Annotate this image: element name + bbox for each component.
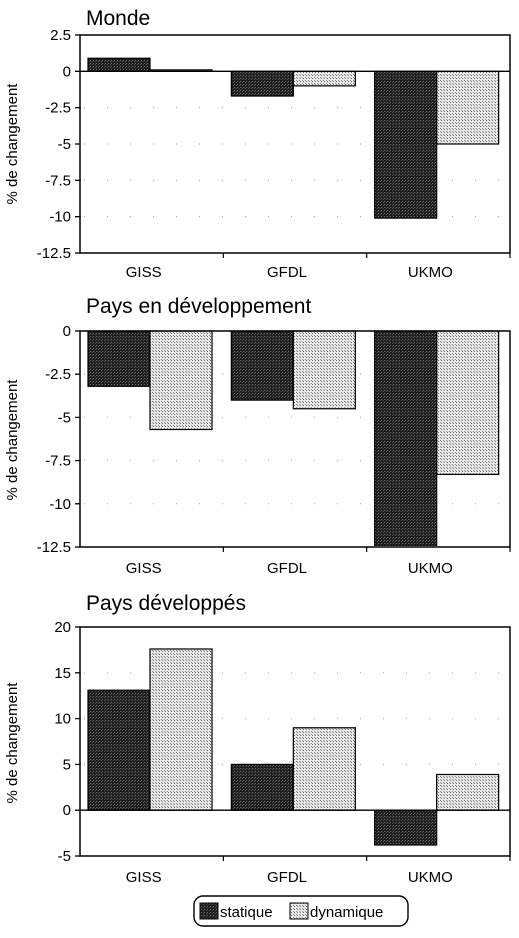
y-tick-label: 15 (54, 665, 71, 682)
x-category-label: GFDL (267, 264, 307, 281)
bar-statique-ukmo (374, 809, 438, 846)
chart-title: Pays développés (86, 592, 246, 615)
y-tick-label: 20 (54, 619, 71, 636)
bar-statique-ukmo (374, 70, 438, 219)
bar-statique-giss (87, 57, 151, 72)
chart-panel-2: Pays en développement % de changement 0 -2.… (4, 295, 511, 577)
chart-panel-1: Monde % de changement 2.5 0 -2.5 -5 -7.5 -10 -12… (4, 7, 511, 281)
y-tick-label: 0 (63, 63, 71, 80)
y-tick-label: -5 (58, 409, 71, 426)
bar-dynamique-gfdl (292, 727, 356, 811)
bar-dynamique-giss (149, 330, 213, 431)
y-tick-label: 5 (63, 756, 71, 773)
x-category-label: GFDL (267, 560, 307, 577)
chart-title: Monde (86, 7, 150, 30)
legend-swatch-statique (199, 902, 219, 920)
y-tick-label: -7.5 (45, 453, 71, 470)
plot-frame (79, 330, 511, 548)
x-category-label: GISS (126, 264, 162, 281)
y-tick-label: -2.5 (45, 100, 71, 117)
bar-dynamique-ukmo (436, 70, 500, 145)
y-tick-label: -12.5 (37, 539, 71, 556)
x-category-label: UKMO (408, 264, 453, 281)
chart-title: Pays en développement (86, 295, 311, 318)
legend-label-statique: statique (220, 904, 273, 921)
y-tick-label: -5 (58, 848, 71, 865)
plot-frame (79, 34, 511, 254)
y-tick-label: 10 (54, 711, 71, 728)
y-tick-label: -12.5 (37, 245, 71, 262)
bar-dynamique-ukmo (436, 773, 500, 811)
bar-statique-giss (87, 689, 151, 811)
bar-statique-ukmo (374, 330, 438, 546)
y-tick-label: 2.5 (50, 27, 71, 44)
y-tick-label: -10 (49, 209, 71, 226)
plot-frame (79, 626, 511, 857)
y-tick-label: -5 (58, 136, 71, 153)
chart-panel-3: Pays développés % de changement 20 15 10 5 0 -5… (4, 592, 511, 886)
x-category-label: GISS (126, 560, 162, 577)
bar-statique-giss (87, 330, 151, 387)
bar-dynamique-ukmo (436, 330, 500, 476)
legend-swatch-dynamique (289, 902, 309, 920)
legend-label-dynamique: dynamique (310, 904, 383, 921)
bar-statique-gfdl (230, 763, 294, 811)
y-tick-label: 0 (63, 323, 71, 340)
bar-dynamique-giss (149, 648, 213, 811)
x-category-label: GISS (126, 869, 162, 886)
x-category-label: UKMO (408, 869, 453, 886)
bar-dynamique-gfdl (292, 330, 356, 410)
y-axis-label: % de changement (4, 682, 21, 804)
y-tick-label: -10 (49, 496, 71, 513)
legend: statique dynamique (193, 895, 409, 927)
y-tick-label: -7.5 (45, 172, 71, 189)
y-axis-label: % de changement (4, 83, 21, 205)
y-axis-label: % de changement (4, 379, 21, 501)
bar-statique-gfdl (230, 70, 294, 97)
x-category-label: UKMO (408, 560, 453, 577)
bar-dynamique-gfdl (292, 70, 356, 87)
y-tick-label: 0 (63, 802, 71, 819)
bar-statique-gfdl (230, 330, 294, 401)
x-category-label: GFDL (267, 869, 307, 886)
y-tick-label: -2.5 (45, 366, 71, 383)
